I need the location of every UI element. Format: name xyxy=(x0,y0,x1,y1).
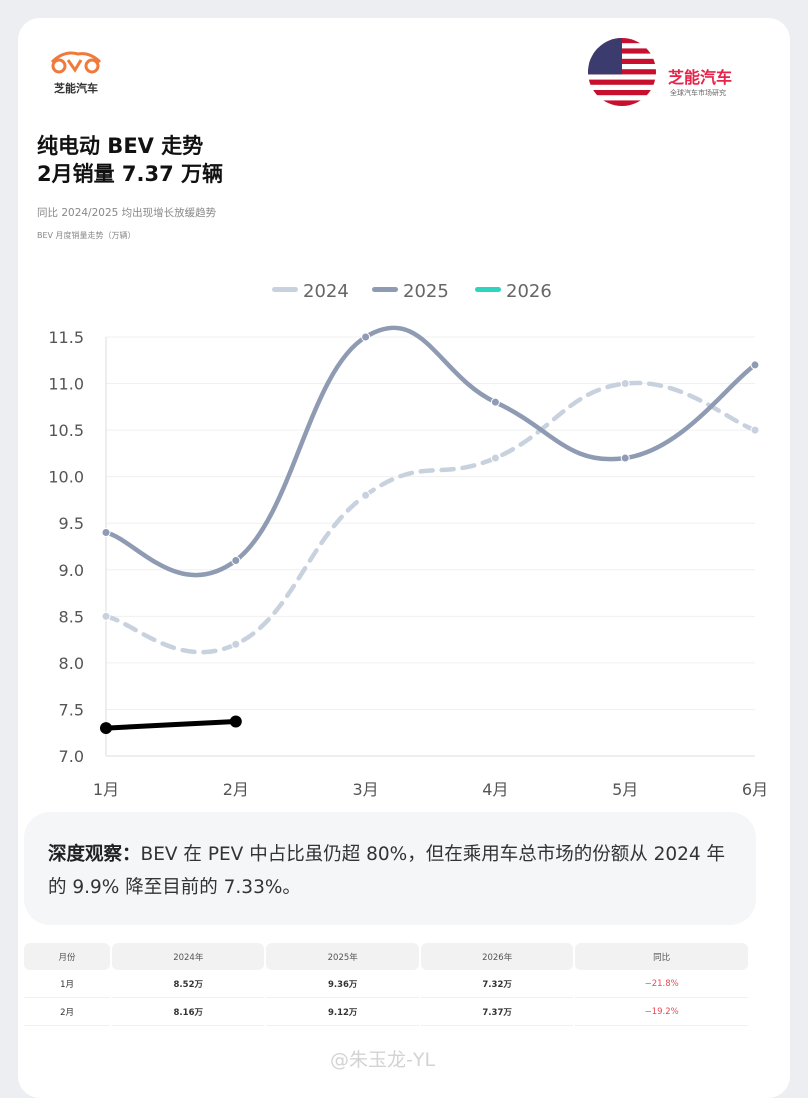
table-row: 1月 8.52万 9.36万 7.32万 −21.8% xyxy=(24,970,748,998)
y-tick-label: 11.5 xyxy=(48,328,84,347)
y-tick-label: 8.5 xyxy=(59,607,84,626)
data-point-2024 xyxy=(231,639,241,649)
x-tick-label: 3月 xyxy=(353,780,379,799)
col-header: 2025年 xyxy=(266,943,419,970)
x-tick-label: 2月 xyxy=(223,780,249,799)
col-header: 同比 xyxy=(575,943,748,970)
logo: 芝能汽车 xyxy=(48,48,118,96)
brand-name: 芝能汽车 xyxy=(668,68,733,87)
series-line-2024 xyxy=(103,380,758,655)
data-point-2025 xyxy=(101,528,111,538)
insight-text: BEV 在 PEV 中占比虽仍超 80%，但在乘用车总市场的份额从 2024 年… xyxy=(48,844,726,898)
cell: 8.16万 xyxy=(112,998,265,1026)
data-point-2024 xyxy=(361,490,371,500)
brand-tagline: 全球汽车市场研究 xyxy=(670,89,726,97)
cell-yoy: −21.8% xyxy=(575,970,748,998)
series-line-2025 xyxy=(103,325,758,578)
col-header: 2026年 xyxy=(420,943,574,970)
chart-caption: BEV 月度销量走势（万辆） xyxy=(37,231,136,240)
watermark: @朱玉龙-YL xyxy=(330,1049,436,1071)
legend-swatch xyxy=(372,287,398,292)
data-point-2025 xyxy=(620,453,630,463)
insight-box: 深度观察：BEV 在 PEV 中占比虽仍超 80%，但在乘用车总市场的份额从 2… xyxy=(24,812,756,925)
cell: 7.32万 xyxy=(420,970,574,998)
y-tick-label: 11.0 xyxy=(48,375,84,394)
car-logo-icon xyxy=(50,51,102,74)
data-table: 月份 2024年 2025年 2026年 同比 1月 8.52万 9.36万 7… xyxy=(22,943,750,1026)
cell: 1月 xyxy=(24,970,111,998)
col-header: 月份 xyxy=(24,943,111,970)
data-point-2026 xyxy=(100,722,112,735)
y-tick-label: 10.0 xyxy=(48,468,84,487)
logo-text: 芝能汽车 xyxy=(54,82,98,95)
data-point-2024 xyxy=(620,379,630,389)
x-tick-label: 5月 xyxy=(612,780,638,799)
us-flag-icon xyxy=(588,38,656,106)
subtitle: 同比 2024/2025 均出现增长放缓趋势 xyxy=(37,207,217,219)
cell-yoy: −19.2% xyxy=(575,998,748,1026)
brand-badge: 芝能汽车 全球汽车市场研究 xyxy=(588,38,768,108)
series-line-2026 xyxy=(103,719,239,731)
x-tick-label: 4月 xyxy=(482,780,508,799)
data-point-2024 xyxy=(101,611,111,621)
legend-swatch xyxy=(272,287,298,292)
cell: 2月 xyxy=(24,998,111,1026)
y-tick-label: 9.5 xyxy=(59,514,84,533)
x-tick-label: 1月 xyxy=(93,780,119,799)
cell: 9.12万 xyxy=(266,998,419,1026)
page-title: 纯电动 BEV 走势 2月销量 7.37 万辆 xyxy=(37,132,223,188)
title-line-1: 纯电动 BEV 走势 xyxy=(37,134,204,158)
legend-label: 2024 xyxy=(303,281,349,302)
cell: 9.36万 xyxy=(266,970,419,998)
y-tick-label: 7.5 xyxy=(59,700,84,719)
col-header: 2024年 xyxy=(112,943,265,970)
y-tick-label: 9.0 xyxy=(59,561,84,580)
cell: 8.52万 xyxy=(112,970,265,998)
data-point-2025 xyxy=(231,555,241,565)
data-point-2025 xyxy=(490,397,500,407)
data-point-2024 xyxy=(490,453,500,463)
y-tick-label: 10.5 xyxy=(48,421,84,440)
data-point-2025 xyxy=(750,360,760,370)
line-chart: 7.0 7.5 8.0 8.5 9.0 9.5 10.0 10.5 11.0 11.5 1月 2月 3月… xyxy=(48,281,768,799)
insight-label: 深度观察： xyxy=(48,844,141,865)
legend-label: 2026 xyxy=(506,281,552,302)
table-row: 2月 8.16万 9.12万 7.37万 −19.2% xyxy=(24,998,748,1026)
y-tick-label: 7.0 xyxy=(59,747,84,766)
data-point-2025 xyxy=(361,332,371,342)
data-point-2024 xyxy=(750,425,760,435)
legend-label: 2025 xyxy=(403,281,449,302)
y-tick-label: 8.0 xyxy=(59,654,84,673)
cell: 7.37万 xyxy=(420,998,574,1026)
title-line-2: 2月销量 7.37 万辆 xyxy=(37,162,224,186)
data-point-2026 xyxy=(229,715,242,728)
legend-swatch xyxy=(475,287,501,292)
x-tick-label: 6月 xyxy=(742,780,768,799)
